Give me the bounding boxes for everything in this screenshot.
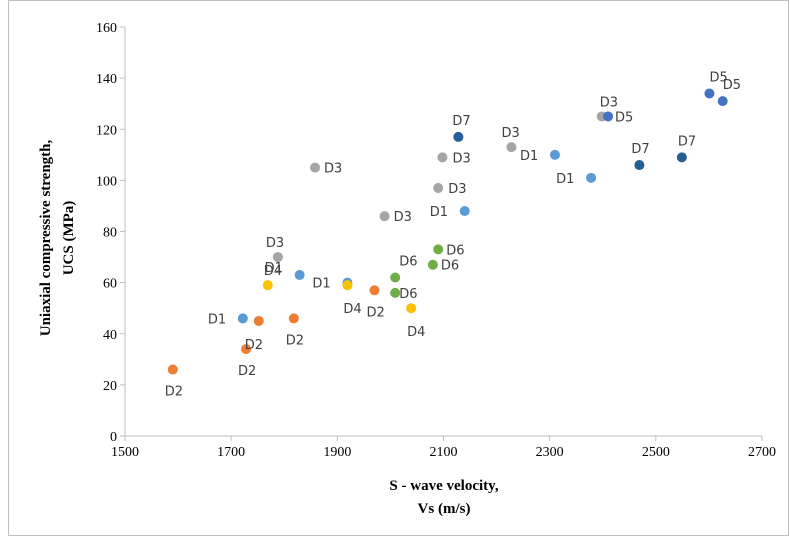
data-point-d3	[437, 152, 448, 163]
data-label-d6: D6	[441, 259, 459, 274]
data-label-d5: D5	[615, 110, 633, 125]
data-point-d7	[676, 152, 687, 163]
data-labels: D1 D1 D1 D1 D1 D1 D2 D2 D2 D2 D2 D3 D3 D3 D3 D3 D3 D3 D4 D4…	[165, 70, 741, 399]
data-label-d1: D1	[208, 312, 226, 327]
data-label-d2: D2	[286, 333, 304, 348]
data-point-d2	[288, 313, 299, 324]
y-tick-label: 120	[96, 123, 117, 138]
data-label-d3: D3	[600, 95, 618, 110]
data-label-d1: D1	[312, 277, 330, 292]
y-tick-label: 20	[103, 379, 117, 394]
data-point-d7	[453, 131, 464, 142]
data-point-d5	[717, 96, 728, 107]
data-label-d3: D3	[448, 182, 466, 197]
data-point-d1	[294, 269, 305, 280]
y-tick-label: 0	[110, 430, 117, 445]
data-label-d1: D1	[556, 172, 574, 187]
data-label-d5: D5	[723, 78, 741, 93]
y-axis-title-line-1: Uniaxial compressive strength,	[38, 139, 54, 336]
data-label-d3: D3	[324, 162, 342, 177]
x-axis-title-line-1: S - wave velocity,	[389, 478, 498, 494]
y-tick-label: 80	[103, 226, 117, 241]
data-point-d2	[167, 364, 178, 375]
data-label-d7: D7	[678, 134, 696, 149]
y-tick-label: 40	[103, 328, 117, 343]
x-tick-label: 2700	[748, 445, 776, 460]
data-point-d4	[342, 280, 353, 291]
x-axis-ticks: 1500 1700 1900 2100 2300 2500 2700	[111, 436, 776, 460]
data-point-d2	[241, 344, 252, 355]
data-point-d1	[549, 149, 560, 160]
data-label-d4: D4	[407, 325, 425, 340]
data-label-d7: D7	[452, 114, 470, 129]
data-point-d1	[586, 172, 597, 183]
plot-area: 1500 1700 1900 2100 2300 2500 2700 0 20 40 60 80 10…	[96, 21, 776, 460]
x-tick-label: 1900	[323, 445, 351, 460]
data-point-d3	[272, 252, 283, 263]
data-point-d5	[603, 111, 614, 122]
data-point-d4	[262, 280, 273, 291]
data-point-d7	[634, 160, 645, 171]
y-tick-label: 100	[96, 174, 117, 189]
data-label-d4: D4	[343, 302, 361, 317]
data-point-d3	[379, 211, 390, 222]
data-label-d6: D6	[399, 255, 417, 270]
data-point-d1	[459, 206, 470, 217]
data-point-d5	[704, 88, 715, 99]
data-points	[167, 88, 728, 375]
x-tick-label: 2300	[536, 445, 564, 460]
data-point-d3	[433, 183, 444, 194]
y-tick-label: 140	[96, 72, 117, 87]
data-point-d2	[369, 285, 380, 296]
x-tick-label: 2500	[642, 445, 670, 460]
data-label-d2: D2	[238, 364, 256, 379]
data-point-d6	[390, 287, 401, 298]
data-point-d6	[390, 272, 401, 283]
y-tick-label: 60	[103, 277, 117, 292]
x-tick-label: 1700	[217, 445, 245, 460]
data-label-d1: D1	[520, 149, 538, 164]
data-label-d4: D4	[264, 264, 282, 279]
data-label-d1: D1	[265, 261, 283, 276]
data-point-d6	[433, 244, 444, 255]
data-label-d1: D1	[430, 205, 448, 220]
data-label-d3: D3	[266, 236, 284, 251]
chart-frame	[8, 0, 789, 536]
data-point-d6	[427, 259, 438, 270]
data-label-d6: D6	[399, 287, 417, 302]
data-point-d3	[506, 142, 517, 153]
data-label-d2: D2	[165, 385, 183, 400]
y-axis-ticks: 0 20 40 60 80 100 120 140 160	[96, 21, 125, 445]
data-point-d4	[406, 303, 417, 314]
x-tick-label: 2100	[430, 445, 458, 460]
data-label-d3: D3	[394, 210, 412, 225]
data-label-d2: D2	[245, 338, 263, 353]
y-tick-label: 160	[96, 21, 117, 36]
data-label-d3: D3	[501, 126, 519, 141]
data-label-d2: D2	[366, 305, 384, 320]
data-point-d2	[253, 315, 264, 326]
data-label-d6: D6	[446, 243, 464, 258]
data-point-d1	[237, 313, 248, 324]
data-label-d3: D3	[452, 151, 470, 166]
y-axis-title-line-2: UCS (MPa)	[61, 201, 77, 276]
x-axis-title-line-2: Vs (m/s)	[418, 501, 471, 517]
data-point-d3	[310, 162, 321, 173]
data-label-d5: D5	[709, 70, 727, 85]
x-tick-label: 1500	[111, 445, 139, 460]
data-label-d7: D7	[631, 142, 649, 157]
